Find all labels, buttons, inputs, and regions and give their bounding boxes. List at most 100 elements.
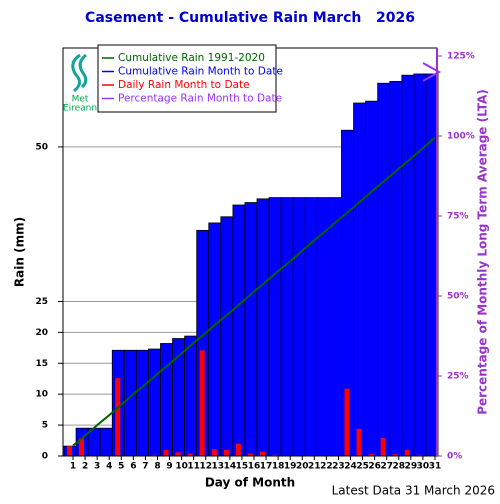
y2-tick-label: 50% bbox=[447, 292, 469, 302]
daily-bar bbox=[368, 454, 374, 456]
y2-tick-label: 125% bbox=[447, 52, 475, 62]
daily-bar bbox=[260, 451, 266, 456]
x-tick-label: 1 bbox=[70, 462, 76, 472]
x-tick-label: 29 bbox=[405, 462, 418, 472]
legend-label: Daily Rain Month to Date bbox=[118, 79, 250, 91]
y2-tick-label: 75% bbox=[447, 212, 469, 222]
logo-swirl bbox=[71, 53, 88, 93]
y2-tick-label: 0% bbox=[447, 452, 462, 462]
cumulative-bar bbox=[99, 427, 113, 457]
daily-bar bbox=[151, 454, 157, 456]
legend: Cumulative Rain 1991-2020 Cumulative Rain… bbox=[97, 44, 283, 113]
x-tick-label: 24 bbox=[344, 462, 357, 472]
lta-line bbox=[72, 136, 436, 447]
cumulative-bar bbox=[184, 335, 198, 457]
cumulative-bar bbox=[268, 197, 282, 457]
logo-text: Met bbox=[72, 95, 89, 105]
x-tick-label: 16 bbox=[248, 462, 261, 472]
y-tick-label: 20 bbox=[35, 328, 48, 338]
cumulative-bar bbox=[208, 222, 222, 457]
cumulative-bar bbox=[244, 202, 258, 457]
daily-bar bbox=[199, 350, 205, 456]
y-axis-label: Rain (mm) bbox=[13, 217, 27, 287]
y2-axis-label: Percentage of Monthly Long Term Average … bbox=[476, 89, 490, 415]
cumulative-bar bbox=[413, 73, 427, 457]
daily-bar bbox=[211, 449, 217, 456]
cumulative-bar bbox=[123, 349, 137, 457]
y2-tick-label: 100% bbox=[447, 132, 475, 142]
x-tick-label: 6 bbox=[130, 462, 136, 472]
x-tick-label: 20 bbox=[296, 462, 309, 472]
x-tick-label: 8 bbox=[154, 462, 160, 472]
x-tick-label: 19 bbox=[284, 462, 297, 472]
daily-bar bbox=[175, 452, 181, 456]
x-axis-label: Day of Month bbox=[205, 476, 295, 490]
cumulative-bar bbox=[353, 102, 367, 457]
x-tick-label: 14 bbox=[224, 462, 237, 472]
daily-bar bbox=[223, 449, 229, 456]
x-tick-label: 23 bbox=[332, 462, 345, 472]
cumulative-bar bbox=[401, 74, 415, 457]
cumulative-bar bbox=[304, 197, 318, 457]
x-tick-label: 26 bbox=[368, 462, 381, 472]
footer: Latest Data 31 March 2026 bbox=[332, 484, 495, 498]
chart-title: Casement - Cumulative Rain March 2026 bbox=[85, 10, 415, 26]
y-tick-label: 50 bbox=[35, 142, 48, 152]
daily-bar bbox=[272, 454, 278, 456]
x-tick-label: 30 bbox=[417, 462, 430, 472]
cumulative-bar bbox=[232, 204, 246, 457]
cumulative-bar bbox=[160, 343, 173, 457]
legend-label: Cumulative Rain 1991-2020 bbox=[118, 52, 265, 64]
legend-label: Cumulative Rain Month to Date bbox=[118, 66, 283, 78]
y-tick-label: 5 bbox=[42, 421, 48, 431]
daily-bar bbox=[115, 378, 121, 456]
y2-tick-label: 25% bbox=[447, 372, 469, 382]
x-tick-label: 11 bbox=[187, 462, 200, 472]
cumulative-bar bbox=[148, 348, 161, 457]
daily-bar bbox=[416, 454, 422, 456]
x-tick-label: 5 bbox=[118, 462, 124, 472]
cumulative-bar bbox=[135, 349, 149, 457]
x-tick-label: 10 bbox=[175, 462, 188, 472]
percentage-marker bbox=[422, 62, 442, 82]
x-tick-label: 4 bbox=[106, 462, 112, 472]
daily-bar bbox=[344, 388, 350, 456]
x-tick-label: 27 bbox=[380, 462, 393, 472]
x-tick-label: 3 bbox=[94, 462, 100, 472]
daily-bar bbox=[404, 449, 410, 456]
logo-text: Éireann bbox=[63, 102, 97, 114]
x-tick-label: 22 bbox=[320, 462, 333, 472]
y-tick-label: 10 bbox=[35, 390, 48, 400]
x-tick-label: 18 bbox=[272, 462, 285, 472]
cumulative-bar bbox=[220, 216, 234, 457]
y-tick-label: 15 bbox=[35, 359, 48, 369]
x-tick-label: 9 bbox=[166, 462, 172, 472]
x-tick-label: 2 bbox=[82, 462, 88, 472]
cumulative-bar bbox=[365, 100, 379, 457]
x-tick-label: 25 bbox=[356, 462, 369, 472]
daily-bar bbox=[79, 438, 85, 456]
daily-bar bbox=[163, 449, 169, 456]
x-tick-label: 31 bbox=[429, 462, 442, 472]
cumulative-bar bbox=[389, 80, 403, 457]
legend-label: Percentage Rain Month to Date bbox=[118, 93, 282, 105]
x-tick-label: 15 bbox=[236, 462, 249, 472]
cumulative-bar bbox=[329, 197, 342, 457]
daily-bar bbox=[67, 446, 72, 456]
y-tick-label: 25 bbox=[35, 297, 48, 307]
cumulative-bar bbox=[256, 198, 270, 457]
cumulative-bar bbox=[292, 197, 306, 457]
x-tick-label: 12 bbox=[199, 462, 212, 472]
x-tick-label: 21 bbox=[308, 462, 321, 472]
legend-box bbox=[97, 44, 277, 113]
x-tick-label: 7 bbox=[142, 462, 148, 472]
daily-bar bbox=[380, 438, 386, 456]
x-tick-label: 13 bbox=[212, 462, 225, 472]
y-tick-label: 0 bbox=[42, 452, 48, 462]
x-tick-label: 17 bbox=[260, 462, 273, 472]
daily-bar bbox=[356, 428, 362, 456]
x-tick-label: 28 bbox=[393, 462, 406, 472]
daily-bar bbox=[392, 454, 398, 456]
daily-bar bbox=[247, 453, 253, 456]
